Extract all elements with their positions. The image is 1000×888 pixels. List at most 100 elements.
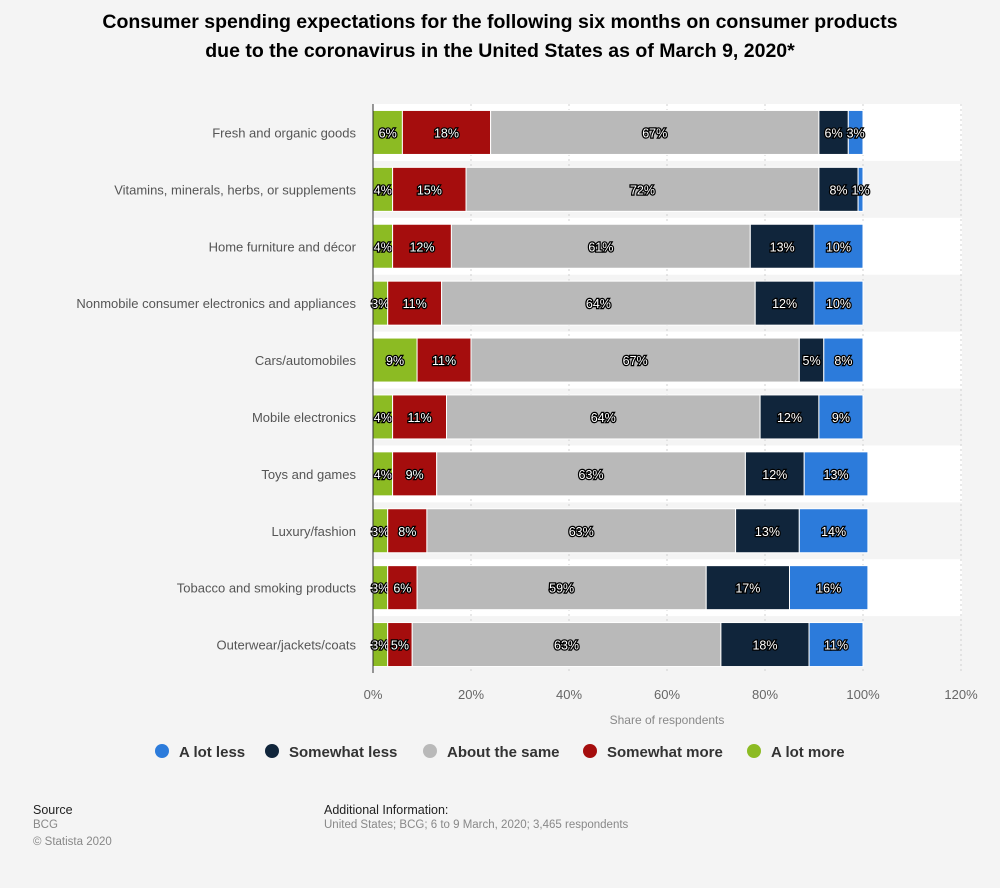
legend-label: Somewhat more <box>607 744 723 761</box>
bar-segment <box>387 565 418 611</box>
bar-segment <box>416 337 472 383</box>
data-label: 6% <box>379 126 397 140</box>
data-label: 12% <box>762 468 787 482</box>
legend-marker <box>265 744 279 758</box>
legend-marker <box>155 744 169 758</box>
source-label: Source <box>33 803 73 817</box>
category-label: Home furniture and décor <box>209 239 357 254</box>
source-block: Source BCG © Statista 2020 <box>33 803 112 851</box>
bar-segment <box>392 451 438 497</box>
x-tick-label: 60% <box>654 687 680 702</box>
data-label: 5% <box>803 354 821 368</box>
data-label: 11% <box>432 354 456 368</box>
data-label: 4% <box>374 183 392 197</box>
bar-segment <box>392 223 452 269</box>
data-label: 3% <box>371 639 389 653</box>
data-label: 13% <box>824 468 849 482</box>
x-tick-label: 0% <box>364 687 383 702</box>
data-label: 59% <box>549 582 574 596</box>
data-label: 17% <box>735 582 760 596</box>
data-label: 4% <box>374 411 392 425</box>
chart-title: Consumer spending expectations for the f… <box>0 8 1000 66</box>
data-label: 64% <box>591 411 616 425</box>
data-label: 9% <box>406 468 424 482</box>
legend-label: Somewhat less <box>289 744 397 761</box>
data-label: 16% <box>816 582 841 596</box>
category-label: Fresh and organic goods <box>212 125 356 140</box>
data-label: 63% <box>579 468 604 482</box>
data-label: 8% <box>834 354 852 368</box>
data-label: 63% <box>569 525 594 539</box>
data-label: 67% <box>642 126 667 140</box>
bar-segment <box>401 109 492 155</box>
category-label: Toys and games <box>261 467 356 482</box>
x-axis-title: Share of respondents <box>610 713 725 727</box>
bar-segment <box>387 280 443 326</box>
data-label: 12% <box>772 297 797 311</box>
legend-marker <box>583 744 597 758</box>
legend-label: A lot more <box>771 744 845 761</box>
data-label: 5% <box>391 639 409 653</box>
bar-segment <box>808 622 864 668</box>
data-label: 13% <box>755 525 780 539</box>
data-label: 64% <box>586 297 611 311</box>
data-label: 10% <box>826 297 851 311</box>
x-tick-label: 80% <box>752 687 778 702</box>
bar-segment <box>789 565 869 611</box>
legend-marker <box>423 744 437 758</box>
data-label: 11% <box>403 297 427 311</box>
bar-segment <box>392 166 467 212</box>
bar-segment <box>847 109 864 155</box>
bar-segment <box>798 508 869 554</box>
bar-segment <box>450 223 751 269</box>
category-label: Nonmobile consumer electronics and appli… <box>76 296 356 311</box>
x-tick-label: 100% <box>846 687 880 702</box>
bar-segment <box>813 223 864 269</box>
bar-segment <box>803 451 869 497</box>
bar-segment <box>720 622 810 668</box>
bar-segment <box>705 565 791 611</box>
info-block: Additional Information: United States; B… <box>324 803 628 834</box>
data-label: 18% <box>752 639 777 653</box>
category-label: Vitamins, minerals, herbs, or supplement… <box>114 182 356 197</box>
legend-label: A lot less <box>179 744 245 761</box>
bar-segment <box>857 166 864 212</box>
category-label: Tobacco and smoking products <box>177 581 357 596</box>
bar-segment <box>387 622 413 668</box>
data-label: 12% <box>777 411 802 425</box>
bar-segment <box>823 337 864 383</box>
data-label: 18% <box>434 126 459 140</box>
bar-segment <box>818 394 864 440</box>
category-label: Cars/automobiles <box>255 353 357 368</box>
data-label: 3% <box>371 297 389 311</box>
data-label: 67% <box>623 354 648 368</box>
title-line-2: due to the coronavirus in the United Sta… <box>205 40 795 62</box>
bar-segment <box>392 394 448 440</box>
data-label: 8% <box>398 525 416 539</box>
data-label: 61% <box>588 240 613 254</box>
legend-label: About the same <box>447 744 560 761</box>
bar-segment <box>416 565 707 611</box>
data-label: 12% <box>409 240 434 254</box>
bar-segment <box>744 451 805 497</box>
data-label: 9% <box>832 411 850 425</box>
source-value: BCG <box>33 819 58 831</box>
data-label: 72% <box>630 183 655 197</box>
data-label: 10% <box>826 240 851 254</box>
data-label: 13% <box>770 240 795 254</box>
bar-segment <box>470 337 800 383</box>
data-label: 14% <box>821 525 846 539</box>
bar-segment <box>735 508 800 554</box>
category-label: Outerwear/jackets/coats <box>217 638 357 653</box>
bar-segment <box>818 166 859 212</box>
data-label: 11% <box>408 411 432 425</box>
bar-segment <box>426 508 737 554</box>
bar-segment <box>813 280 864 326</box>
data-label: 3% <box>371 582 389 596</box>
copyright: © Statista 2020 <box>33 836 112 848</box>
category-label: Luxury/fashion <box>271 524 356 539</box>
data-label: 1% <box>852 183 870 197</box>
x-tick-label: 120% <box>944 687 978 702</box>
